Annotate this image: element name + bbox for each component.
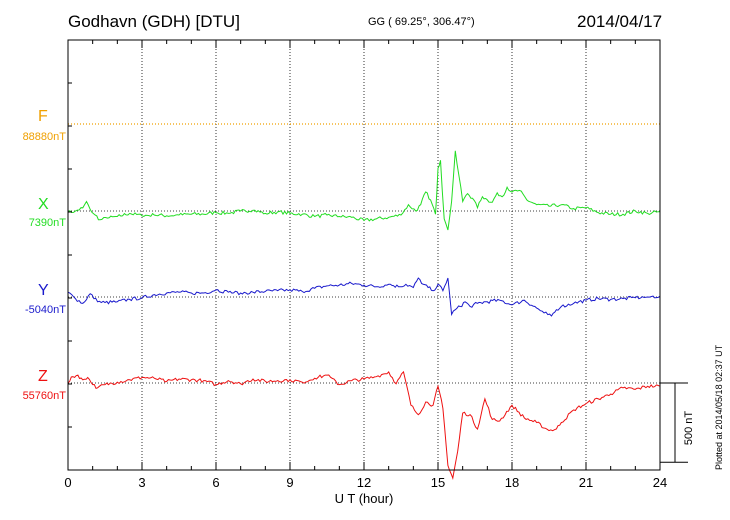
scale-bar-label: 500 nT xyxy=(683,411,695,446)
x-axis-label: U T (hour) xyxy=(335,491,394,506)
trace-x xyxy=(67,150,661,231)
x-tick-label-21: 21 xyxy=(579,475,593,490)
trace-y xyxy=(67,277,661,317)
component-label-z: Z xyxy=(38,368,48,385)
x-tick-label-0: 0 xyxy=(64,475,71,490)
traces xyxy=(67,150,661,480)
geo-coordinates: GG ( 69.25°, 306.47°) xyxy=(368,16,475,28)
baseline-value-f: 88880nT xyxy=(22,131,66,143)
baseline-value-z: 55760nT xyxy=(22,390,66,402)
plot-frame xyxy=(67,39,661,471)
x-tick-label-6: 6 xyxy=(212,475,219,490)
x-tick-label-18: 18 xyxy=(505,475,519,490)
x-tick-label-24: 24 xyxy=(653,475,667,490)
x-tick-label-15: 15 xyxy=(431,475,445,490)
x-tick-label-12: 12 xyxy=(357,475,371,490)
x-axis-ticks: 0 3 6 9 12 15 18 21 24 xyxy=(64,40,667,490)
component-label-x: X xyxy=(38,196,49,213)
component-label-f: F xyxy=(38,108,48,125)
x-tick-label-3: 3 xyxy=(138,475,145,490)
grid-lines xyxy=(141,40,587,470)
trace-z xyxy=(67,370,661,480)
component-label-y: Y xyxy=(38,282,49,299)
plot-date: 2014/04/17 xyxy=(577,12,663,31)
scale-bar xyxy=(660,382,688,463)
baseline-value-y: -5040nT xyxy=(25,304,66,316)
x-tick-label-9: 9 xyxy=(286,475,293,490)
baseline-value-x: 7390nT xyxy=(28,217,66,229)
station-title: Godhavn (GDH) [DTU] xyxy=(68,12,240,31)
